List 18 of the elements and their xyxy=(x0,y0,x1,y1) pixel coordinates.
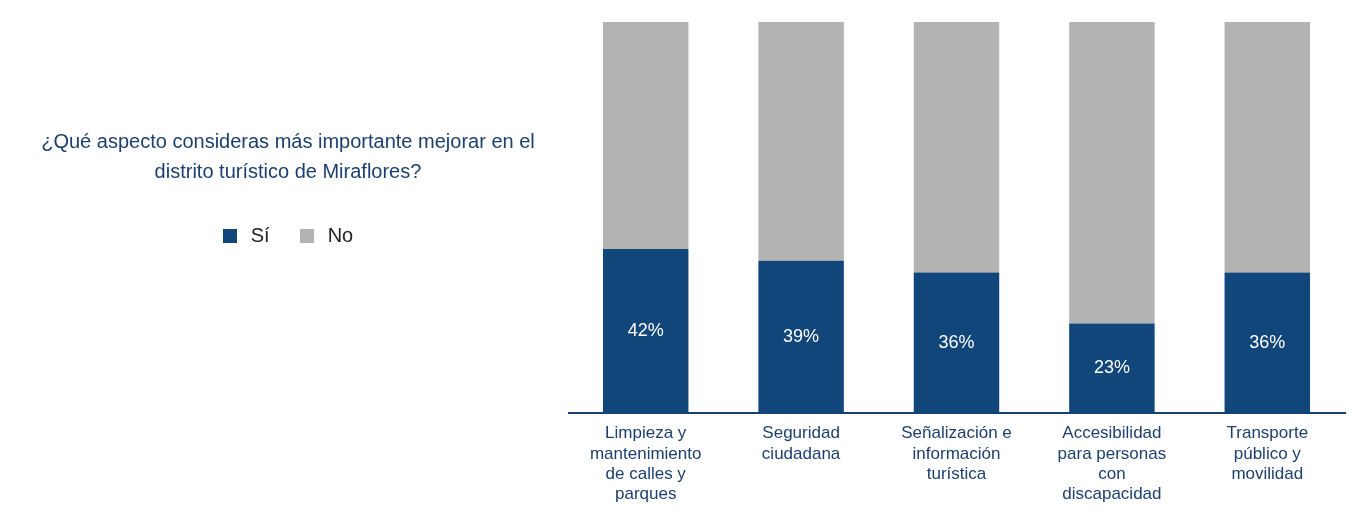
text: ¿Qué aspecto consideras más importante mejorar en el distrito turístico de Miraflores? xyxy=(40,129,536,184)
data-label: 39% xyxy=(783,326,820,347)
x-tick-label: Accesibilidad para personas con discapacidad xyxy=(1057,423,1167,504)
bar xyxy=(758,22,844,261)
x-tick-label: Seguridad ciudadana xyxy=(761,423,841,463)
x-tick-label: Transporte público y movilidad xyxy=(1226,423,1309,484)
data-label: 36% xyxy=(1249,331,1286,352)
data-label: 42% xyxy=(627,320,664,341)
x-tick-label: Señalización e información turística xyxy=(901,423,1012,484)
bar xyxy=(602,22,689,250)
bar xyxy=(1069,22,1155,324)
bar xyxy=(1224,22,1311,273)
data-label: 36% xyxy=(938,331,975,352)
x-tick-label: Limpieza y mantenimiento de calles y parques xyxy=(589,423,702,504)
data-label: 23% xyxy=(1093,357,1130,378)
legend-label: Sí xyxy=(250,224,270,247)
legend-label: No xyxy=(327,224,354,247)
bar xyxy=(913,22,1000,273)
